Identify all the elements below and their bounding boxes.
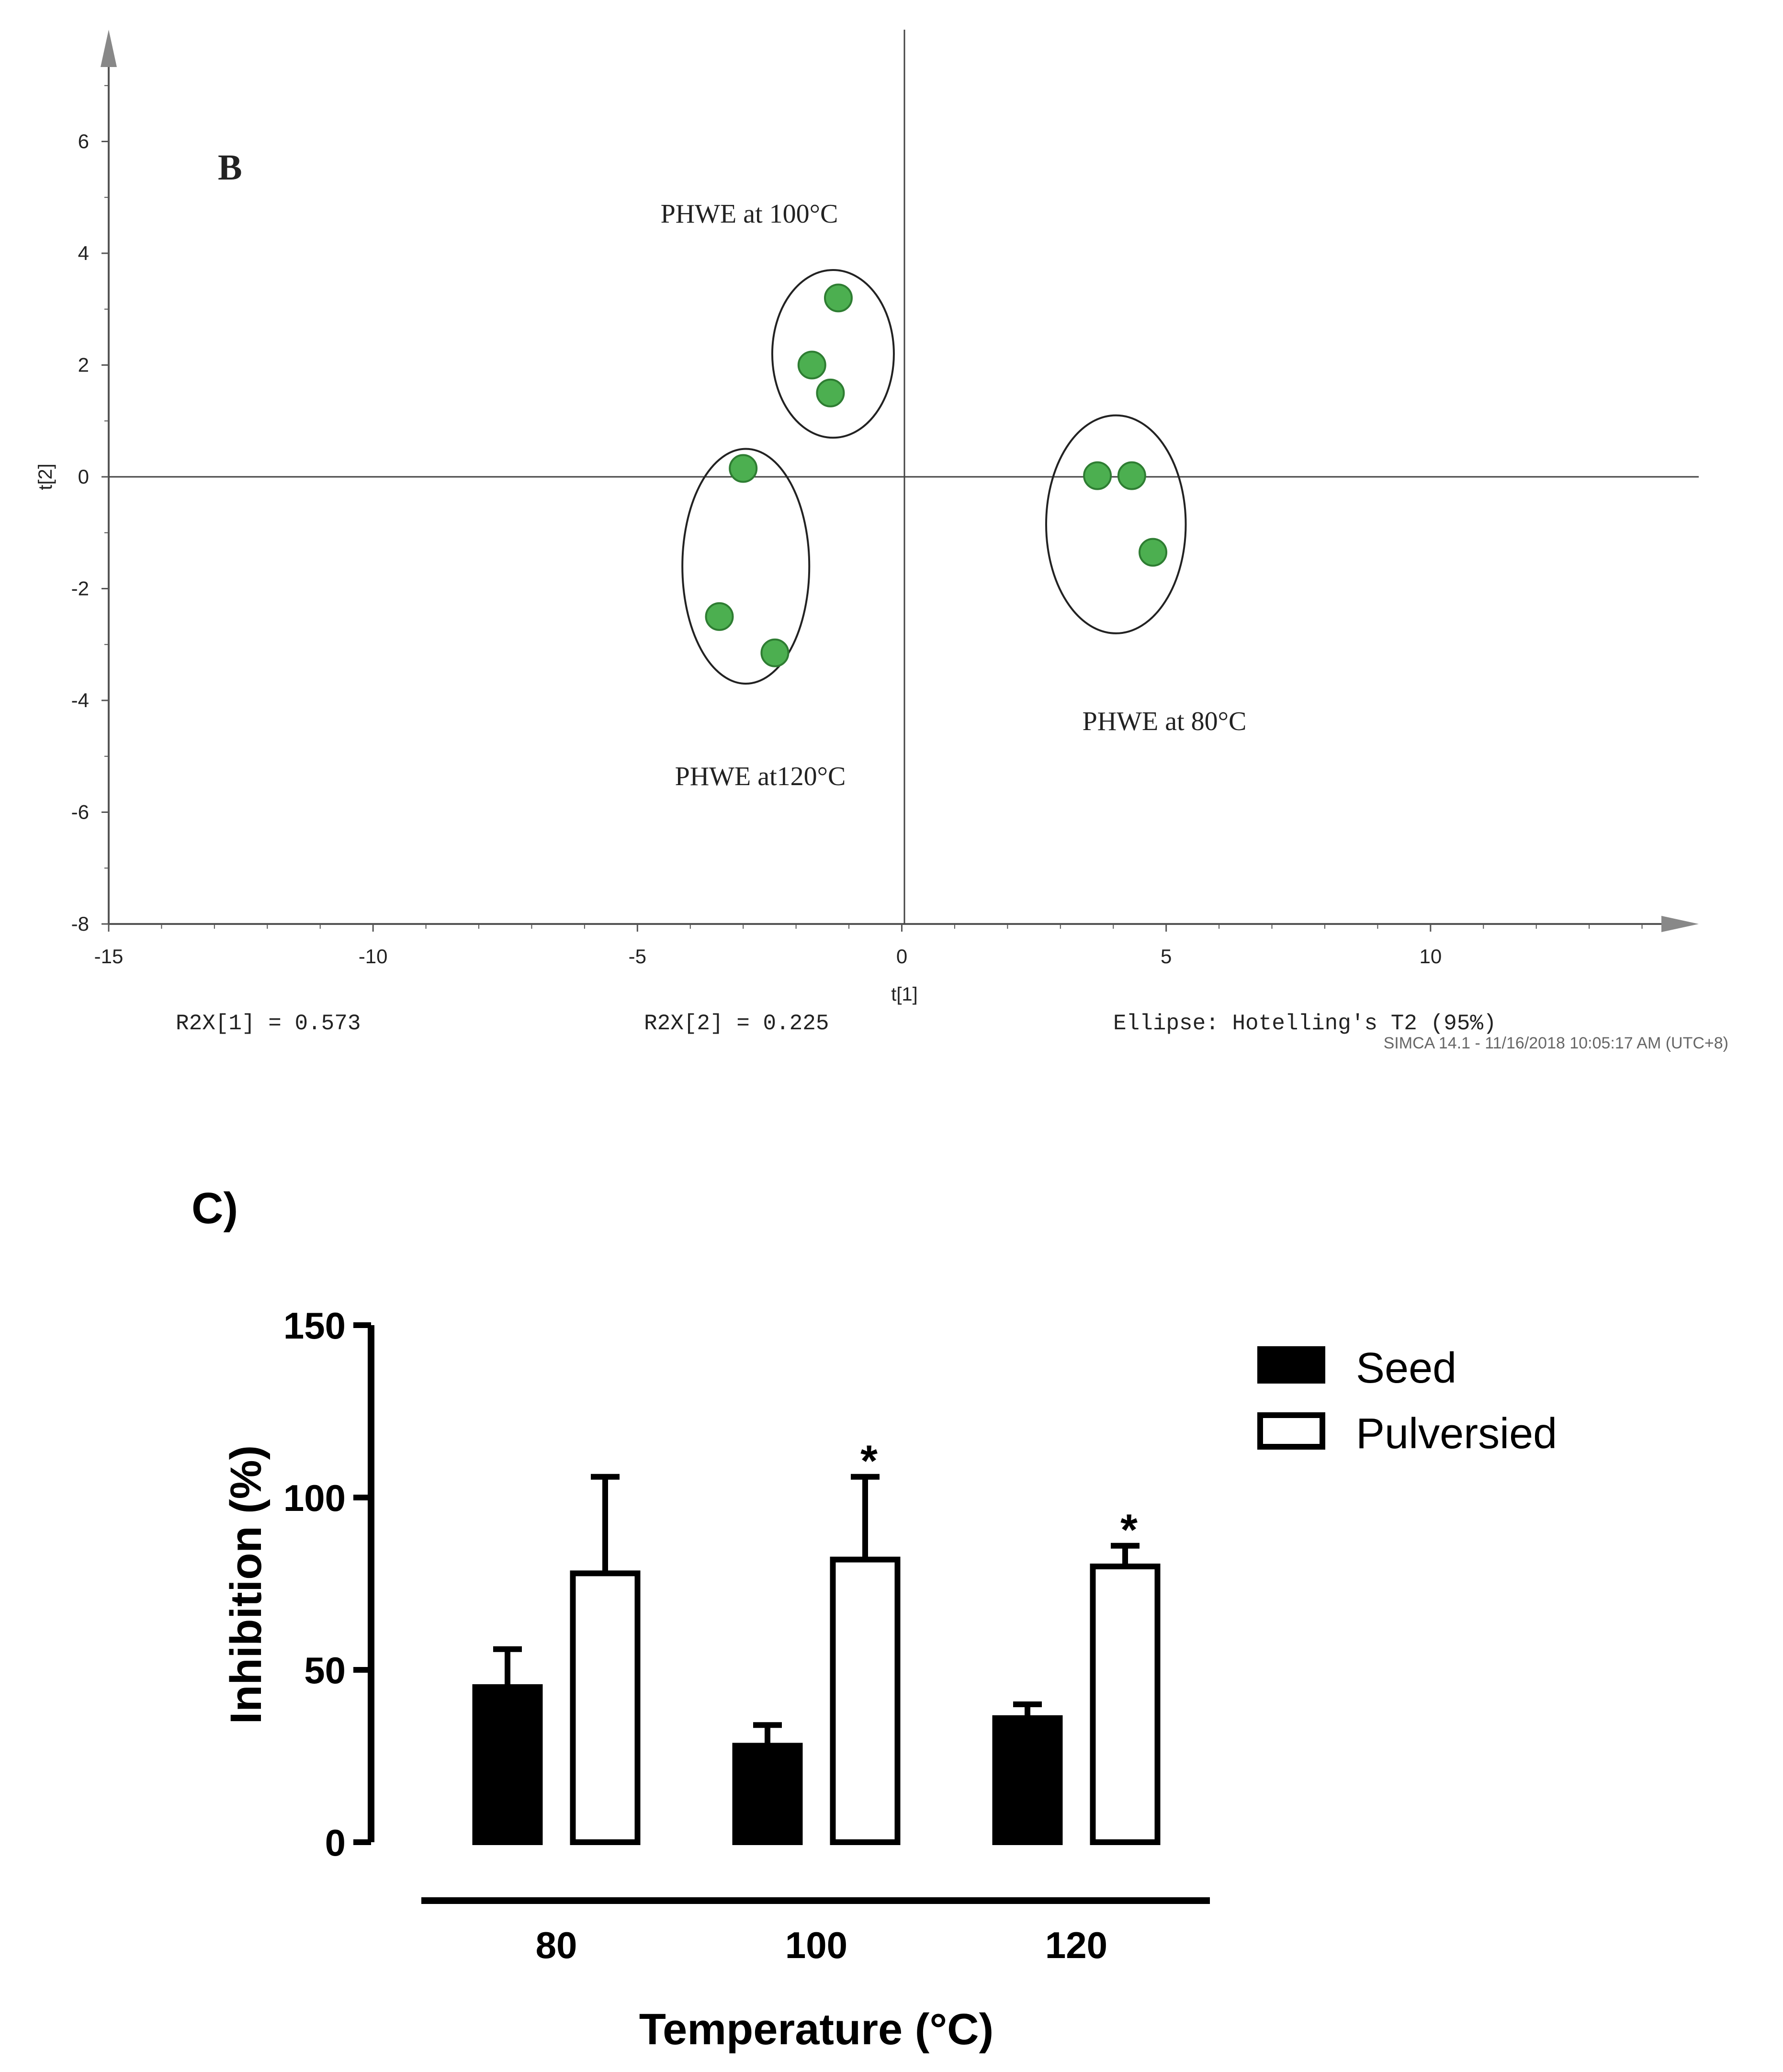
y-tick-label: -4 <box>71 689 89 711</box>
bar-pulversied <box>570 1570 641 1845</box>
hotelling-ellipse <box>681 448 811 685</box>
y-tick-label: 4 <box>78 242 89 264</box>
x-axis-label: t[1] <box>891 984 918 1005</box>
y-tick-label: 6 <box>78 130 89 153</box>
legend: Seed Pulversied <box>1257 1344 1557 1458</box>
legend-label-pulversied: Pulversied <box>1356 1410 1557 1458</box>
score-point <box>705 602 734 631</box>
bar-seed <box>992 1715 1063 1846</box>
panel-label-b: B <box>218 147 242 188</box>
score-point <box>816 378 845 407</box>
score-point <box>824 283 853 313</box>
score-point <box>729 454 758 483</box>
y-tick-label: 50 <box>304 1649 346 1691</box>
y-tick-label: -2 <box>71 577 89 600</box>
y-tick-label: -8 <box>71 912 89 935</box>
x-tick-label: 10 <box>1419 945 1442 968</box>
ellipse-note: Ellipse: Hotelling's T2 (95%) <box>1113 1011 1497 1036</box>
legend-swatch-seed <box>1257 1346 1325 1384</box>
y-tick-label: -6 <box>71 801 89 823</box>
y-tick-label: 0 <box>325 1822 346 1864</box>
y-tick-label: 150 <box>283 1305 346 1347</box>
x-tick-label: -10 <box>359 945 388 968</box>
score-point <box>1083 461 1112 490</box>
y-axis-arrow <box>101 30 117 67</box>
r2x1-text: R2X[1] = 0.573 <box>176 1011 361 1036</box>
score-point <box>797 350 826 380</box>
software-stamp: SIMCA 14.1 - 11/16/2018 10:05:17 AM (UTC… <box>1384 1034 1728 1052</box>
score-point <box>1139 538 1168 567</box>
legend-swatch-pulversied <box>1257 1412 1325 1450</box>
x-axis-label: Temperature (°C) <box>639 2005 994 2054</box>
score-point <box>760 638 790 667</box>
significance-marker: * <box>860 1437 878 1486</box>
x-tick-label: 5 <box>1161 945 1172 968</box>
x-tick-label: 100 <box>785 1924 847 1966</box>
group-label-80: PHWE at 80°C <box>1083 707 1247 736</box>
bar-seed <box>732 1743 803 1845</box>
hotelling-ellipse <box>1045 414 1187 634</box>
y-tick-label: 2 <box>78 354 89 376</box>
y-axis-label: t[2] <box>35 463 56 490</box>
x-tick-label: -5 <box>629 945 646 968</box>
y-tick-label: 100 <box>283 1477 346 1519</box>
r2x2-text: R2X[2] = 0.225 <box>644 1011 829 1036</box>
x-tick-label: 120 <box>1045 1924 1107 1966</box>
x-tick-label: 80 <box>536 1924 577 1966</box>
bar-pulversied <box>830 1556 901 1846</box>
hotelling-ellipse <box>771 269 895 439</box>
significance-marker: * <box>1120 1506 1138 1554</box>
x-tick-label: 0 <box>896 945 907 968</box>
y-tick-label: 0 <box>78 465 89 488</box>
legend-label-seed: Seed <box>1356 1344 1456 1392</box>
group-label-120: PHWE at120°C <box>675 762 846 791</box>
bar-seed <box>472 1684 543 1845</box>
bar-pulversied <box>1090 1564 1161 1845</box>
group-label-100: PHWE at 100°C <box>661 199 838 229</box>
pca-score-plot: 6 4 2 0 -2 -4 -6 -8 -15 -10 -5 0 5 10 B t[1] t[2] PH… <box>35 30 1728 1052</box>
score-point <box>1117 461 1146 490</box>
y-axis-label: Inhibition (%) <box>222 1445 271 1724</box>
x-axis-arrow <box>1661 916 1699 932</box>
x-tick-label: -15 <box>94 945 124 968</box>
panel-label-c: C) <box>192 1184 238 1233</box>
